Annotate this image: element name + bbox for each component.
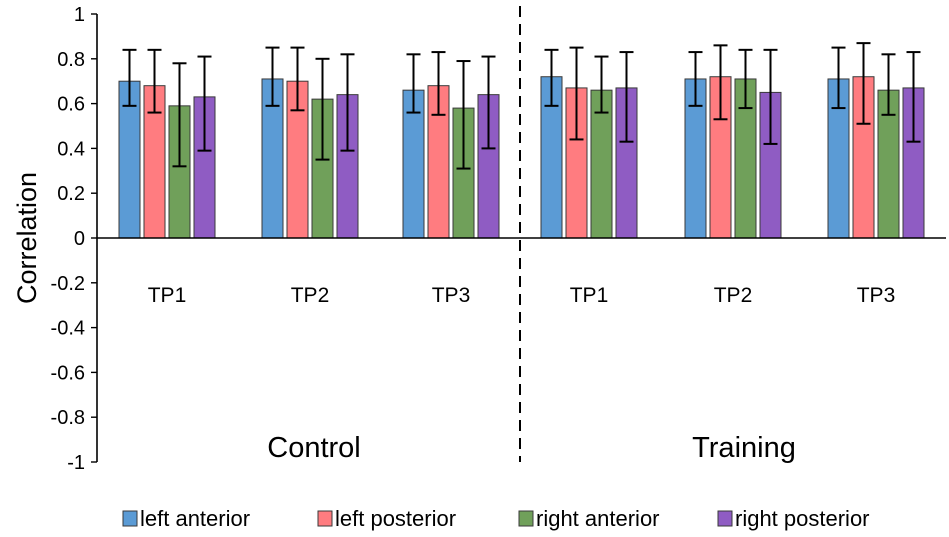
group-labels: Control Training — [267, 432, 796, 464]
y-tick-label: -0.6 — [51, 362, 85, 384]
legend-label: left anterior — [140, 506, 250, 531]
category-label: TP2 — [714, 284, 753, 307]
bar-marks — [118, 76, 925, 239]
y-tick-label: -0.4 — [51, 318, 85, 340]
y-tick-label: 0.2 — [57, 183, 85, 205]
category-label: TP3 — [857, 284, 896, 307]
y-tick-label: -0.2 — [51, 273, 85, 295]
y-tick-label: 0 — [74, 228, 85, 250]
y-axis-title: Correlation — [12, 172, 42, 304]
legend: left anterior left posterior right anterio… — [122, 506, 870, 531]
category-label: TP2 — [291, 284, 330, 307]
y-tick-label: 0.4 — [57, 138, 85, 160]
group-label: Training — [692, 432, 796, 464]
category-label: TP1 — [570, 284, 609, 307]
y-tick-label: 1 — [74, 4, 85, 26]
error-bars — [122, 42, 921, 170]
category-labels: TP1 TP2 TP3 TP1 TP2 TP3 — [148, 284, 896, 307]
legend-swatch — [518, 510, 534, 527]
legend-label: left posterior — [335, 506, 456, 531]
y-tick-label: -0.8 — [51, 407, 85, 429]
legend-swatch — [717, 510, 733, 527]
y-axis-ticks: 1 0.8 0.6 0.4 0.2 0 -0.2 -0.4 -0.6 -0.8 -1 — [51, 4, 97, 474]
legend-label: right posterior — [735, 506, 870, 531]
legend-label: right anterior — [536, 506, 660, 531]
y-tick-label: 0.6 — [57, 94, 85, 116]
y-tick-label: 0.8 — [57, 49, 85, 71]
legend-swatch — [122, 510, 138, 527]
category-label: TP1 — [148, 284, 187, 307]
group-label: Control — [267, 432, 361, 464]
y-tick-label: -1 — [67, 452, 85, 474]
category-label: TP3 — [432, 284, 471, 307]
legend-swatch — [317, 510, 333, 527]
